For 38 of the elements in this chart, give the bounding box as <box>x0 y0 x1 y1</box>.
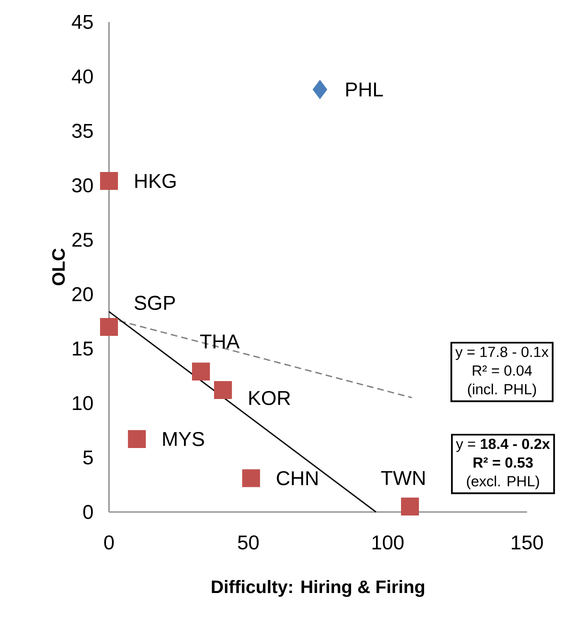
annotation: y = 17.8 - 0.1x <box>455 346 548 360</box>
y-tick-label: 0 <box>83 504 93 520</box>
y-tick-label: 40 <box>72 69 93 84</box>
y-tick-label: 10 <box>72 396 93 410</box>
annotation: HKG <box>135 174 176 188</box>
annotation: MYS <box>163 432 204 446</box>
point <box>242 469 260 488</box>
point <box>214 381 232 399</box>
y-tick-label: 45 <box>72 15 93 29</box>
point <box>100 172 118 190</box>
x-tick-label: 50 <box>238 535 259 550</box>
annotation: PHL <box>346 82 383 96</box>
x-tick-label: 150 <box>512 535 543 550</box>
annotation: R² = 0.04 <box>472 365 532 376</box>
y-tick-label: 15 <box>72 342 93 356</box>
y-tick-label: 5 <box>83 450 93 465</box>
point <box>128 430 146 448</box>
y-tick-label: 25 <box>72 232 93 247</box>
point <box>100 318 118 336</box>
x-axis-title: Difficulty: Hiring & Firing <box>212 580 424 597</box>
annotation: CHN <box>276 471 318 486</box>
annotation: TWN <box>381 471 425 485</box>
point <box>401 498 419 516</box>
y-axis-title: OLC <box>52 248 65 286</box>
annotation: KOR <box>249 390 290 406</box>
point <box>192 362 210 380</box>
annotation: (excl. PHL) <box>466 476 540 490</box>
annotation: THA <box>200 334 240 348</box>
y-tick-label: 30 <box>72 178 93 192</box>
y-tick-label: 35 <box>72 124 93 138</box>
y-tick-label: 20 <box>72 287 93 302</box>
annotation: y = 18.4 - 0.2x <box>456 438 550 452</box>
x-tick-label: 100 <box>372 535 404 550</box>
x-tick-label: 0 <box>104 535 114 550</box>
annotation: (incl. PHL) <box>468 384 536 398</box>
annotation: SGP <box>134 296 175 310</box>
annotation: R² = 0.53 <box>474 457 533 468</box>
point <box>312 80 328 100</box>
